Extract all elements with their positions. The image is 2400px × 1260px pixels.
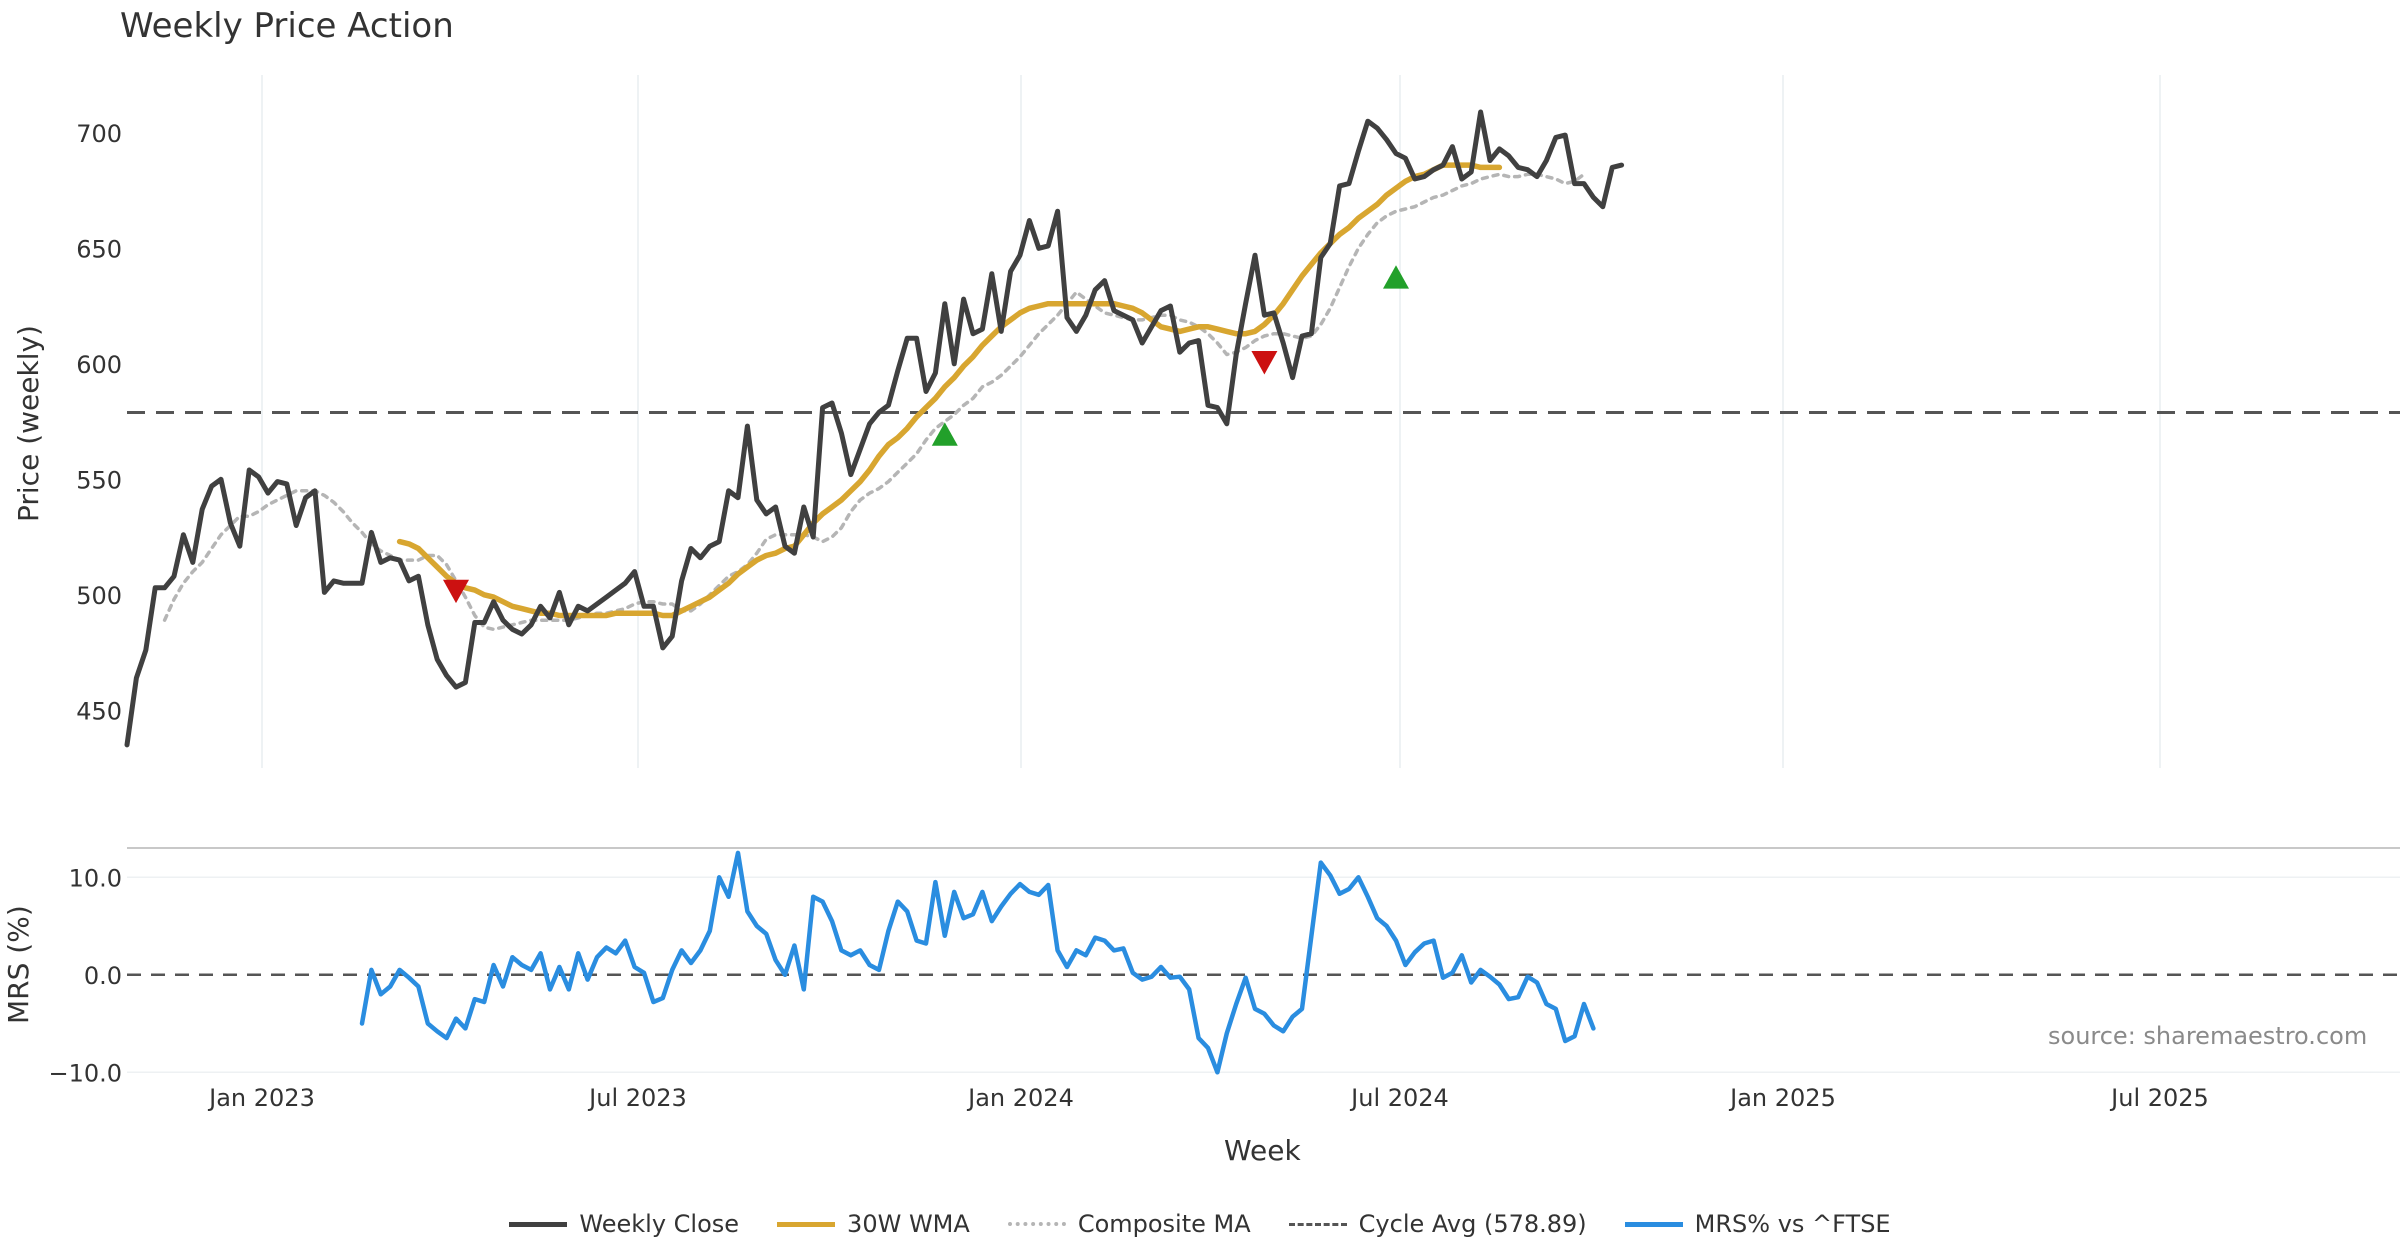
legend-label: MRS% vs ^FTSE <box>1694 1210 1891 1238</box>
price-plot <box>124 109 2400 748</box>
sell-signal-marker <box>443 579 469 604</box>
x-tick-label: Jan 2023 <box>207 1084 315 1112</box>
mrs-y-tick-label: −10.0 <box>48 1059 122 1087</box>
legend-swatch-mrs <box>1624 1221 1683 1227</box>
axes-text: 450 500 550 600 650 700 10.0 0.0 −10.0 Jan 2023 Ju… <box>48 120 2208 1112</box>
mrs-y-tick-label: 10.0 <box>69 864 122 892</box>
chart-title: Weekly Price Action <box>120 6 454 46</box>
price-y-tick-label: 500 <box>76 582 122 610</box>
mrs-plot <box>359 850 1596 1075</box>
legend-label: Cycle Avg (578.89) <box>1358 1210 1587 1238</box>
legend-label: 30W WMA <box>847 1210 970 1238</box>
price-y-tick-label: 450 <box>76 697 122 725</box>
x-tick-label: Jul 2024 <box>1349 1084 1449 1112</box>
legend-item-cycle-avg: Cycle Avg (578.89) <box>1288 1210 1587 1238</box>
price-y-tick-label: 650 <box>76 235 122 263</box>
mrs-y-tick-label: 0.0 <box>84 962 122 990</box>
x-tick-label: Jan 2025 <box>1728 1084 1836 1112</box>
price-y-tick-label: 550 <box>76 466 122 494</box>
legend-swatch-30w-wma <box>777 1221 836 1227</box>
x-tick-label: Jul 2025 <box>2109 1084 2209 1112</box>
price-y-tick-label: 600 <box>76 351 122 379</box>
buy-signal-marker <box>931 422 958 446</box>
legend-label: Weekly Close <box>579 1210 740 1238</box>
legend-item-30w-wma: 30W WMA <box>777 1210 970 1238</box>
price-y-tick-label: 700 <box>76 120 122 148</box>
sell-signal-marker <box>1251 351 1278 375</box>
source-note: source: sharemaestro.com <box>2048 1022 2368 1050</box>
legend-swatch-composite-ma <box>1007 1222 1066 1226</box>
composite-ma-line <box>162 172 1586 632</box>
price-grid <box>261 75 2161 768</box>
x-axis-label: Week <box>1224 1134 1301 1167</box>
legend: Weekly Close 30W WMA Composite MA Cycle … <box>0 1210 2400 1238</box>
price-y-axis-label: Price (weekly) <box>12 325 45 522</box>
legend-item-mrs: MRS% vs ^FTSE <box>1624 1210 1891 1238</box>
weekly-close-line <box>124 109 1625 748</box>
mrs-grid <box>127 847 2400 1073</box>
legend-item-composite-ma: Composite MA <box>1007 1210 1251 1238</box>
legend-label: Composite MA <box>1077 1210 1251 1238</box>
x-tick-label: Jul 2023 <box>587 1084 687 1112</box>
buy-signal-marker <box>1383 265 1409 289</box>
wma-30w-line <box>396 162 1503 619</box>
legend-swatch-cycle-avg <box>1288 1222 1347 1226</box>
mrs-y-axis-label: MRS (%) <box>2 905 35 1024</box>
x-tick-label: Jan 2024 <box>966 1084 1074 1112</box>
legend-swatch-weekly-close <box>509 1221 568 1227</box>
mrs-line <box>359 850 1596 1075</box>
legend-item-weekly-close: Weekly Close <box>509 1210 739 1238</box>
